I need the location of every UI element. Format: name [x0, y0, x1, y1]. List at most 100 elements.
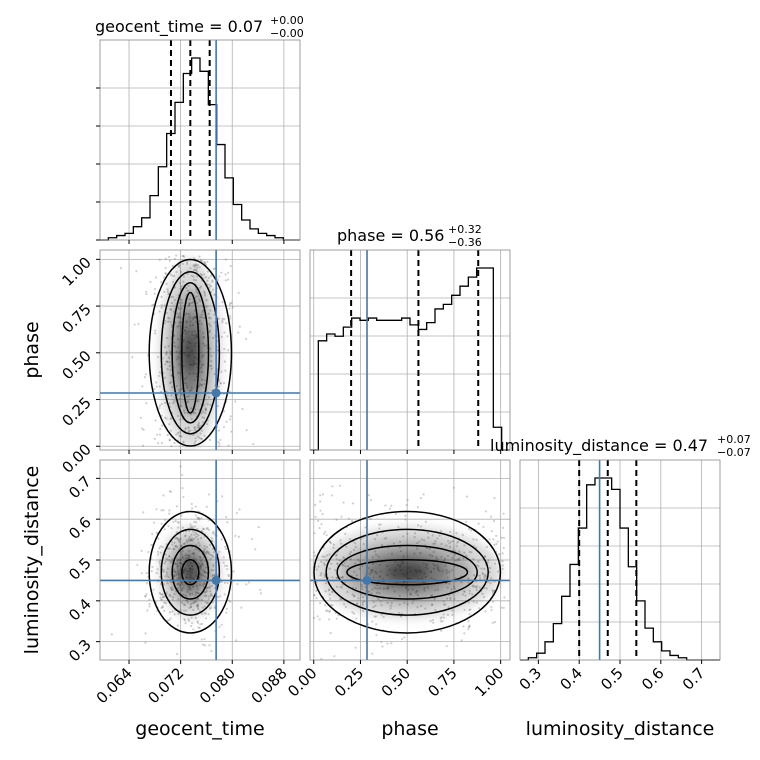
sample-point [431, 618, 435, 622]
sample-point [169, 273, 172, 276]
sample-point [147, 550, 150, 554]
sample-point [159, 593, 162, 596]
sample-point [226, 564, 229, 568]
sample-point [224, 258, 227, 261]
sample-point [192, 628, 195, 631]
frame-layer [99, 39, 721, 661]
sample-point [321, 513, 324, 516]
sample-point [173, 441, 176, 445]
sample-point [168, 512, 171, 515]
sample-point [328, 610, 331, 613]
sample-point [495, 542, 498, 546]
sample-point [163, 528, 166, 531]
sample-point [340, 515, 343, 518]
sample-point [492, 538, 495, 541]
sample-point [155, 385, 158, 388]
sample-point [319, 509, 322, 512]
sample-point [168, 618, 171, 621]
sample-point [196, 516, 199, 520]
sample-point [429, 620, 432, 623]
sample-point [223, 317, 226, 321]
sample-point [232, 570, 235, 573]
sample-point [161, 605, 164, 608]
sample-point [388, 507, 392, 510]
sample-point [175, 254, 178, 257]
tick-label: 0.3 [516, 664, 546, 694]
sample-point [237, 535, 240, 538]
sample-point [384, 504, 387, 507]
sample-point [465, 520, 468, 523]
sample-point [244, 337, 248, 340]
sample-point [164, 271, 167, 275]
sample-point [228, 390, 231, 393]
sample-point [403, 636, 406, 639]
panel-frame [99, 249, 301, 451]
sample-point [198, 626, 201, 629]
sample-point [217, 440, 220, 444]
sample-point [110, 633, 113, 636]
sample-point [218, 445, 221, 448]
sample-point [378, 523, 381, 526]
sample-point [140, 549, 143, 552]
sample-point [312, 616, 316, 620]
sample-point [160, 593, 163, 596]
sample-point [223, 381, 226, 385]
sample-point [227, 599, 231, 602]
sample-point [157, 374, 160, 378]
sample-point [229, 600, 232, 603]
sample-point [131, 356, 134, 359]
sample-point [196, 621, 200, 624]
sample-point [227, 573, 230, 576]
sample-point [164, 416, 167, 419]
sample-point [148, 598, 151, 601]
sample-point [145, 292, 148, 296]
sample-point [231, 306, 234, 309]
sample-point [225, 516, 228, 519]
panel-2d-phase-luminosity_distance [312, 484, 506, 660]
sample-point [169, 429, 173, 432]
sample-point [142, 428, 145, 431]
sample-point [225, 607, 228, 610]
sample-point [164, 272, 168, 276]
sample-point [235, 511, 239, 515]
sample-point [181, 473, 184, 476]
sample-point [150, 570, 153, 573]
sample-point [240, 606, 243, 609]
sample-point [164, 602, 167, 605]
sample-point [462, 625, 465, 628]
sample-point [390, 504, 393, 507]
tick-label: 0.00 [284, 664, 320, 700]
sample-point [490, 608, 493, 612]
sample-point [156, 550, 160, 553]
sample-point [315, 597, 318, 600]
sample-point [158, 258, 161, 261]
tick-label: 0.75 [58, 300, 94, 336]
sample-point [490, 605, 493, 609]
sample-point [202, 527, 206, 531]
sample-point [149, 280, 152, 284]
sample-point [119, 266, 122, 270]
sample-point [160, 441, 164, 445]
sample-point [163, 276, 166, 279]
sample-point [221, 317, 224, 320]
sample-point [168, 259, 172, 262]
sample-point [143, 375, 146, 379]
sample-point [222, 425, 226, 429]
sample-point [168, 438, 171, 442]
sample-point [206, 270, 210, 273]
sample-point [136, 563, 139, 567]
contour-line [148, 258, 233, 447]
sample-point [226, 521, 229, 524]
sample-point [439, 620, 442, 623]
sample-point [313, 551, 316, 554]
sample-point [143, 595, 147, 598]
sample-point [254, 548, 257, 551]
sample-point [222, 410, 226, 413]
sample-point [371, 652, 374, 655]
sample-point [175, 505, 178, 508]
contour-line [181, 291, 200, 414]
sample-point [168, 611, 172, 614]
sample-point [153, 387, 156, 390]
sample-point [158, 404, 162, 407]
sample-point [502, 606, 505, 609]
